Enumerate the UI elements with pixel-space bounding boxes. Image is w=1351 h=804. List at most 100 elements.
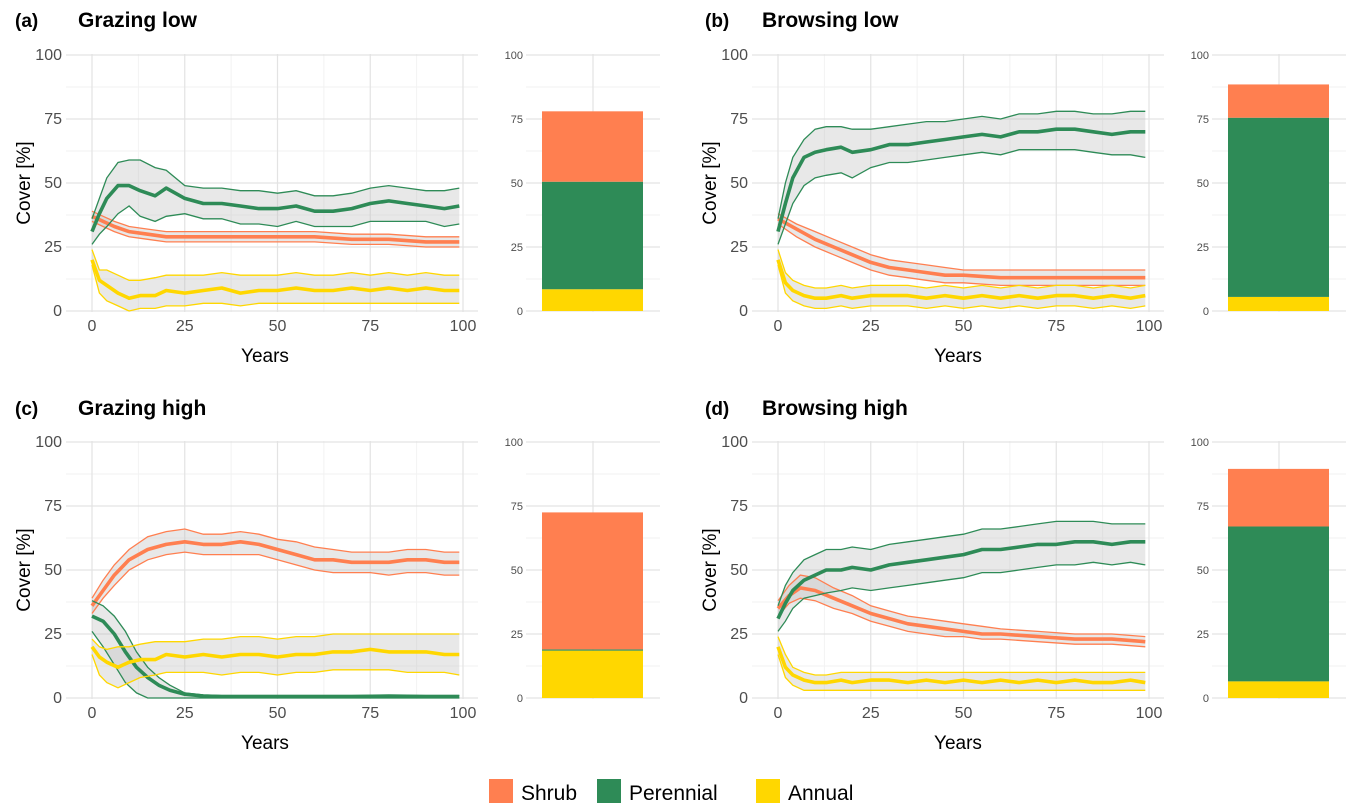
upper-bound-shrub [777, 213, 1146, 271]
legend-label-shrub: Shrub [521, 782, 577, 804]
y-tick-label: 50 [44, 562, 62, 579]
x-tick-label: 50 [269, 318, 287, 335]
bar-y-tick-label: 25 [1197, 242, 1209, 254]
mean-line-shrub [91, 214, 460, 244]
y-tick-label: 100 [721, 434, 748, 451]
upper-bound-annual [777, 249, 1146, 289]
y-tick-label: 25 [44, 626, 62, 643]
bar-segment-perennial [542, 181, 643, 290]
bar-segment-perennial [1228, 117, 1329, 297]
lower-bound-perennial [777, 561, 1146, 632]
bar-segment-perennial [542, 649, 643, 651]
bar-segment-annual [542, 650, 643, 698]
legend-swatch-annual [756, 779, 780, 803]
mean-line-perennial [91, 614, 460, 699]
ribbon-shrub [92, 529, 460, 614]
x-tick-label: 25 [862, 705, 880, 722]
legend-swatch-shrub [489, 779, 513, 803]
x-axis-label: Years [934, 346, 982, 367]
panel-tag: (b) [705, 11, 729, 32]
y-tick-label: 0 [53, 690, 62, 707]
y-tick-label: 75 [44, 111, 62, 128]
lower-bound-annual [777, 654, 1146, 691]
panel-d: 0 25 50 75 100 0 25 50 75 100 (d) Browsing high Year… [700, 397, 1346, 754]
lower-bound-shrub [91, 220, 460, 248]
mean-line-annual [90, 645, 460, 670]
ribbon-perennial [778, 111, 1146, 245]
panel-a: 0 25 50 75 100 0 25 50 75 100 (a) Grazing low Years C… [14, 9, 660, 367]
x-tick-label: 75 [361, 705, 379, 722]
bar-y-tick-label: 100 [505, 50, 523, 62]
panel-tag: (a) [15, 11, 38, 32]
bar-segment-shrub [1228, 84, 1329, 118]
lower-bound-shrub [91, 551, 460, 614]
bar-y-tick-label: 25 [1197, 629, 1209, 641]
bar-y-tick-label: 25 [511, 242, 523, 254]
bar-y-tick-label: 100 [1191, 437, 1209, 449]
bar-segment-annual [1228, 296, 1329, 311]
y-axis-label: Cover [%] [14, 528, 35, 611]
x-tick-label: 75 [1047, 318, 1065, 335]
panel-tag: (d) [705, 399, 729, 420]
y-tick-label: 100 [35, 47, 62, 64]
bar-segment-annual [1228, 681, 1329, 698]
x-tick-label: 100 [450, 705, 477, 722]
y-tick-label: 0 [739, 303, 748, 320]
bar-y-tick-label: 75 [511, 501, 523, 513]
x-tick-label: 0 [774, 705, 783, 722]
panel-title: Grazing low [78, 9, 198, 32]
panel-title: Grazing high [78, 397, 206, 420]
panel-b: 0 25 50 75 100 0 25 50 75 100 (b) Browsing low Years… [700, 9, 1346, 367]
y-tick-label: 100 [721, 47, 748, 64]
ribbon-perennial [92, 160, 460, 245]
y-tick-label: 75 [730, 111, 748, 128]
x-tick-label: 75 [361, 318, 379, 335]
y-tick-label: 25 [730, 239, 748, 256]
mean-line-shrub [777, 217, 1146, 280]
upper-bound-perennial [777, 110, 1146, 219]
y-tick-label: 0 [739, 690, 748, 707]
upper-bound-shrub [91, 210, 460, 238]
bar-y-tick-label: 50 [511, 178, 523, 190]
x-tick-label: 25 [176, 318, 194, 335]
bar-y-tick-label: 100 [1191, 50, 1209, 62]
bar-y-tick-label: 50 [511, 565, 523, 577]
lower-bound-shrub [777, 597, 1146, 648]
ribbon-shrub [778, 213, 1146, 286]
y-tick-label: 50 [730, 175, 748, 192]
ribbon-perennial [778, 521, 1146, 632]
x-tick-label: 75 [1047, 705, 1065, 722]
bar-y-tick-label: 75 [1197, 114, 1209, 126]
mean-line-annual [776, 259, 1146, 300]
upper-bound-annual [91, 633, 460, 651]
upper-bound-annual [91, 249, 460, 281]
bar-y-tick-label: 75 [511, 114, 523, 126]
y-axis-label: Cover [%] [14, 141, 35, 224]
bar-y-tick-label: 100 [505, 437, 523, 449]
y-axis-label: Cover [%] [700, 528, 721, 611]
upper-bound-annual [777, 636, 1146, 676]
y-tick-label: 25 [730, 626, 748, 643]
bar-segment-shrub [542, 512, 643, 650]
panel-title: Browsing low [762, 9, 899, 32]
x-tick-label: 0 [774, 318, 783, 335]
x-tick-label: 100 [1136, 318, 1163, 335]
x-tick-label: 50 [955, 318, 973, 335]
bar-y-tick-label: 0 [517, 693, 523, 705]
x-tick-label: 100 [450, 318, 477, 335]
lower-bound-perennial [777, 149, 1146, 245]
legend-swatch-perennial [597, 779, 621, 803]
mean-line-perennial [776, 540, 1146, 620]
lower-bound-annual [91, 264, 460, 312]
bar-y-tick-label: 50 [1197, 565, 1209, 577]
ribbon-annual [778, 249, 1146, 309]
mean-line-perennial [776, 127, 1146, 233]
legend: Shrub Perennial Annual [489, 779, 853, 804]
bar-segment-annual [542, 289, 643, 311]
x-tick-label: 100 [1136, 705, 1163, 722]
ribbon-annual [778, 636, 1146, 691]
x-axis-label: Years [934, 733, 982, 754]
x-axis-label: Years [241, 346, 289, 367]
x-tick-label: 25 [176, 705, 194, 722]
